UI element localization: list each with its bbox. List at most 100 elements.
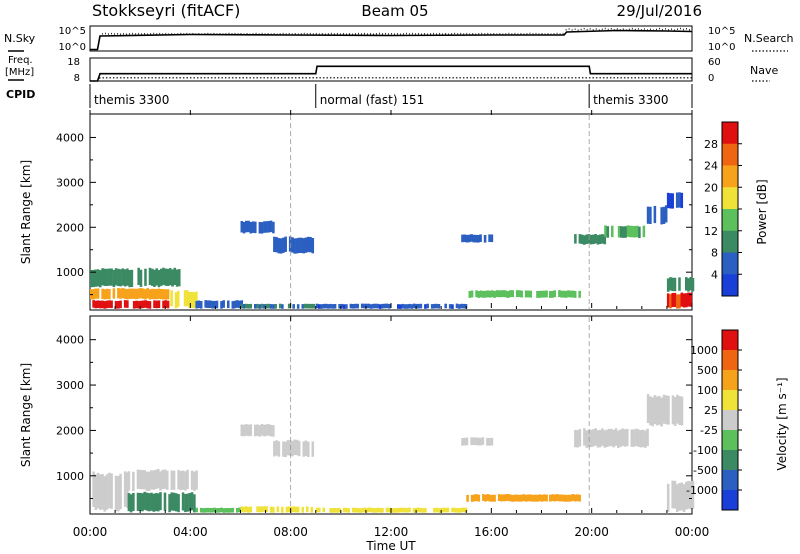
echo-cell (336, 508, 339, 513)
echo-cell (96, 300, 100, 308)
echo-cell (644, 430, 647, 448)
echo-cell (215, 300, 219, 309)
echo-cell (545, 494, 548, 502)
echo-cell (291, 440, 294, 457)
echo-cell (564, 494, 568, 502)
echo-cell (94, 269, 98, 287)
echo-cell (99, 474, 102, 510)
echo-cell (345, 304, 348, 309)
echo-cell (610, 428, 613, 447)
echo-cell (288, 236, 292, 252)
echo-cell (172, 492, 176, 511)
echo-cell (358, 508, 362, 513)
echo-cell (267, 424, 271, 436)
echo-cell (385, 303, 389, 309)
echo-cell (493, 494, 496, 502)
colorbar-swatch (722, 470, 738, 491)
echo-cell (275, 440, 278, 456)
echo-cell (509, 290, 512, 298)
echo-cell (649, 396, 652, 426)
echo-cell (583, 428, 586, 446)
echo-cell (631, 225, 634, 238)
echo-cell (451, 507, 454, 513)
echo-cell (403, 507, 407, 513)
echo-cell (269, 424, 273, 437)
echo-cell (567, 290, 570, 298)
echo-cell (249, 424, 253, 436)
echo-cell (166, 300, 170, 309)
x-tick-label: 08:00 (273, 525, 308, 539)
echo-cell (493, 291, 496, 298)
echo-cell (296, 506, 300, 513)
echo-cell (479, 290, 483, 298)
cpid-label: CPID (6, 88, 35, 101)
echo-cell (263, 506, 266, 513)
echo-cell (562, 290, 566, 298)
echo-cell (151, 288, 154, 300)
echo-cell (153, 269, 156, 287)
echo-cell (199, 301, 203, 309)
echo-cell (163, 492, 167, 511)
echo-cell (311, 238, 315, 254)
echo-cell (470, 290, 474, 298)
echo-cell (611, 225, 614, 238)
echo-cell (333, 508, 337, 513)
echo-cell (502, 494, 505, 502)
echo-cell (676, 394, 679, 424)
echo-cell (119, 269, 122, 287)
echo-cell (193, 471, 196, 491)
echo-cell (372, 508, 375, 513)
echo-cell (138, 492, 142, 511)
echo-cell (408, 303, 411, 309)
echo-cell (224, 508, 228, 513)
cpid-bars: themis 3300 normal (fast) 151 themis 3300 (89, 84, 693, 108)
echo-cell (689, 292, 693, 307)
echo-cell (161, 469, 165, 490)
colorbar-tick-label: 20 (704, 181, 718, 194)
echo-cell (465, 437, 469, 446)
echo-cell (671, 193, 674, 209)
echo-cell (448, 304, 452, 309)
noise-panel-frame (89, 25, 693, 52)
echo-cell (276, 506, 280, 513)
echo-cell (620, 226, 623, 238)
echo-cell (202, 508, 205, 513)
echo-cell (258, 425, 262, 437)
cpid-segment-label: themis 3300 (94, 93, 169, 107)
echo-cell (567, 494, 570, 502)
velocity-y-label: Slant Range [km] (19, 363, 33, 467)
echo-cell (424, 507, 427, 513)
echo-cell (381, 303, 384, 309)
echo-cell (392, 508, 396, 513)
x-tick-label: 04:00 (173, 525, 208, 539)
echo-cell (374, 303, 377, 309)
echo-cell (277, 238, 281, 254)
echo-cell (108, 472, 111, 509)
echo-cell (99, 270, 102, 288)
echo-cell (96, 269, 100, 287)
echo-cell (580, 234, 584, 245)
echo-cell (426, 303, 429, 309)
echo-cell (295, 439, 299, 456)
echo-cell (240, 506, 244, 513)
echo-cell (284, 441, 287, 458)
echo-cell (576, 494, 579, 502)
freq-left-tick-top: 18 (67, 57, 80, 68)
echo-cell (444, 507, 447, 513)
echo-cell (484, 290, 487, 298)
echo-cell (126, 289, 129, 300)
echo-cell (632, 429, 636, 447)
echo-cell (101, 288, 104, 299)
echo-cell (94, 474, 98, 510)
echo-cell (147, 493, 151, 512)
echo-cell (103, 476, 107, 512)
echo-cell (331, 508, 335, 513)
echo-cell (256, 424, 259, 436)
echo-cell (338, 304, 341, 309)
echo-cell (578, 494, 581, 502)
noise-right-label: N.Search (744, 32, 794, 45)
nave-label: Nave (750, 64, 778, 77)
echo-cell (351, 507, 355, 513)
echo-cell (680, 192, 684, 209)
colorbar-tick-label: 1000 (690, 344, 718, 357)
